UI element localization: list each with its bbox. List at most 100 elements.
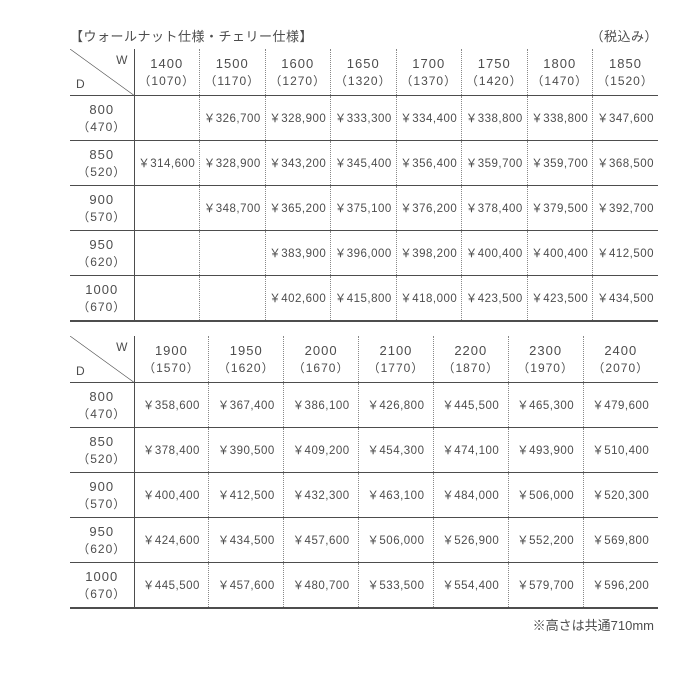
price-cell: ￥479,600	[583, 383, 658, 428]
price-cell: ￥418,000	[396, 276, 462, 322]
price-cell: ￥484,000	[433, 473, 508, 518]
price-cell: ￥402,600	[265, 276, 331, 322]
price-cell: ￥412,500	[209, 473, 284, 518]
price-cell: ￥398,200	[396, 231, 462, 276]
price-cell: ￥554,400	[433, 563, 508, 609]
price-cell: ￥338,800	[462, 96, 528, 141]
price-cell: ￥457,600	[284, 518, 359, 563]
axis-w-label: W	[116, 340, 127, 354]
price-cell: ￥328,900	[265, 96, 331, 141]
price-cell	[200, 276, 266, 322]
price-cell: ￥510,400	[583, 428, 658, 473]
price-cell: ￥368,500	[593, 141, 659, 186]
col-header: 2400（2070）	[583, 336, 658, 383]
price-cell: ￥343,200	[265, 141, 331, 186]
price-cell: ￥358,600	[134, 383, 209, 428]
price-cell: ￥426,800	[359, 383, 434, 428]
price-cell: ￥579,700	[508, 563, 583, 609]
price-cell: ￥347,600	[593, 96, 659, 141]
price-cell: ￥465,300	[508, 383, 583, 428]
price-cell: ￥367,400	[209, 383, 284, 428]
price-cell: ￥378,400	[134, 428, 209, 473]
price-cell: ￥334,400	[396, 96, 462, 141]
price-cell: ￥474,100	[433, 428, 508, 473]
price-cell: ￥383,900	[265, 231, 331, 276]
price-cell: ￥432,300	[284, 473, 359, 518]
price-cell: ￥596,200	[583, 563, 658, 609]
price-cell: ￥412,500	[593, 231, 659, 276]
col-header: 1500（1170）	[200, 49, 266, 96]
col-header: 2100（1770）	[359, 336, 434, 383]
price-cell: ￥552,200	[508, 518, 583, 563]
price-cell: ￥493,900	[508, 428, 583, 473]
price-cell: ￥379,500	[527, 186, 593, 231]
price-cell: ￥480,700	[284, 563, 359, 609]
col-header: 1600（1270）	[265, 49, 331, 96]
col-header: 1950（1620）	[209, 336, 284, 383]
price-cell	[200, 231, 266, 276]
price-cell: ￥434,500	[209, 518, 284, 563]
price-cell: ￥409,200	[284, 428, 359, 473]
price-cell: ￥423,500	[527, 276, 593, 322]
price-cell: ￥445,500	[433, 383, 508, 428]
price-cell: ￥365,200	[265, 186, 331, 231]
price-cell: ￥356,400	[396, 141, 462, 186]
price-cell: ￥424,600	[134, 518, 209, 563]
price-cell	[134, 276, 200, 322]
col-header: 2300（1970）	[508, 336, 583, 383]
axis-d-label: D	[76, 364, 85, 378]
price-cell: ￥454,300	[359, 428, 434, 473]
row-header: 900（570）	[70, 473, 134, 518]
price-cell: ￥457,600	[209, 563, 284, 609]
price-cell: ￥375,100	[331, 186, 397, 231]
col-header: 1750（1420）	[462, 49, 528, 96]
price-cell: ￥400,400	[462, 231, 528, 276]
height-note: ※高さは共通710mm	[70, 615, 658, 634]
axis-corner: WD	[70, 49, 134, 96]
price-cell: ￥445,500	[134, 563, 209, 609]
price-table-2: WD1900（1570）1950（1620）2000（1670）2100（177…	[70, 336, 658, 609]
price-cell: ￥376,200	[396, 186, 462, 231]
row-header: 900（570）	[70, 186, 134, 231]
tax-note: （税込み）	[590, 26, 658, 45]
price-cell: ￥569,800	[583, 518, 658, 563]
price-cell: ￥396,000	[331, 231, 397, 276]
price-cell: ￥326,700	[200, 96, 266, 141]
price-cell: ￥434,500	[593, 276, 659, 322]
row-header: 850（520）	[70, 428, 134, 473]
row-header: 950（620）	[70, 231, 134, 276]
row-header: 850（520）	[70, 141, 134, 186]
price-cell: ￥348,700	[200, 186, 266, 231]
price-cell: ￥520,300	[583, 473, 658, 518]
price-cell: ￥345,400	[331, 141, 397, 186]
price-cell: ￥386,100	[284, 383, 359, 428]
price-cell	[134, 186, 200, 231]
price-cell: ￥423,500	[462, 276, 528, 322]
col-header: 1850（1520）	[593, 49, 659, 96]
spec-title: 【ウォールナット仕様・チェリー仕様】	[70, 26, 313, 45]
price-cell: ￥506,000	[508, 473, 583, 518]
col-header: 2000（1670）	[284, 336, 359, 383]
price-cell: ￥400,400	[527, 231, 593, 276]
price-cell	[134, 96, 200, 141]
col-header: 1700（1370）	[396, 49, 462, 96]
price-cell: ￥526,900	[433, 518, 508, 563]
price-cell: ￥314,600	[134, 141, 200, 186]
price-cell: ￥378,400	[462, 186, 528, 231]
price-cell: ￥359,700	[462, 141, 528, 186]
price-cell: ￥359,700	[527, 141, 593, 186]
row-header: 1000（670）	[70, 276, 134, 322]
col-header: 1650（1320）	[331, 49, 397, 96]
price-cell	[134, 231, 200, 276]
row-header: 800（470）	[70, 96, 134, 141]
price-cell: ￥333,300	[331, 96, 397, 141]
price-cell: ￥533,500	[359, 563, 434, 609]
price-cell: ￥338,800	[527, 96, 593, 141]
price-cell: ￥463,100	[359, 473, 434, 518]
row-header: 1000（670）	[70, 563, 134, 609]
price-cell: ￥415,800	[331, 276, 397, 322]
axis-corner: WD	[70, 336, 134, 383]
row-header: 950（620）	[70, 518, 134, 563]
price-cell: ￥390,500	[209, 428, 284, 473]
col-header: 2200（1870）	[433, 336, 508, 383]
